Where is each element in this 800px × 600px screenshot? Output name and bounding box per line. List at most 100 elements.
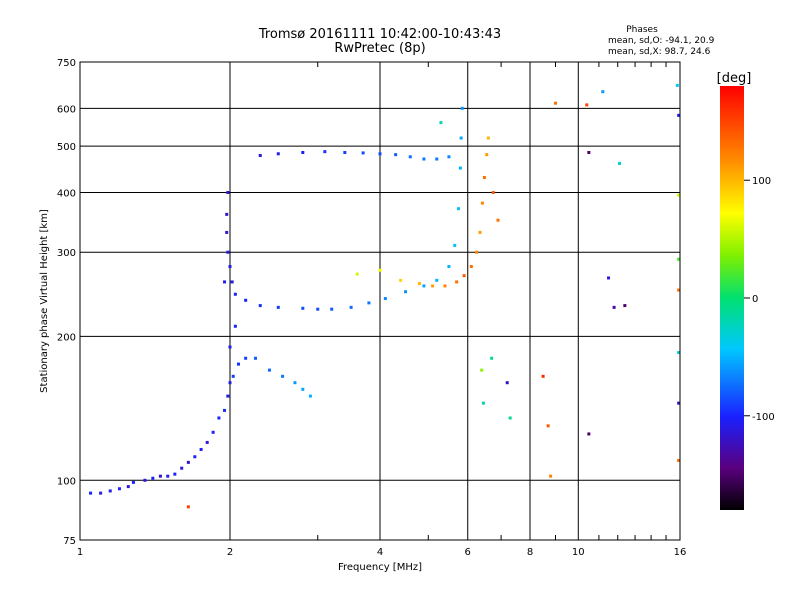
data-point (99, 491, 103, 495)
colorbar-tick-label: 100 (752, 176, 771, 187)
x-minor-ticks (317, 62, 667, 540)
data-point (459, 136, 463, 140)
data-point (89, 491, 93, 495)
y-tick-label: 100 (57, 476, 76, 487)
x-tick-label: 16 (674, 547, 687, 558)
data-point (233, 324, 237, 328)
data-point (230, 280, 234, 284)
data-point (460, 106, 464, 110)
data-point (677, 351, 681, 355)
data-point (301, 306, 305, 310)
data-point (378, 152, 382, 156)
data-point (585, 103, 589, 107)
data-point (439, 121, 443, 125)
data-point (226, 250, 230, 254)
data-point (223, 280, 227, 284)
data-point (301, 387, 305, 391)
data-point (349, 305, 353, 309)
data-point (399, 278, 403, 282)
x-tick-label: 2 (227, 547, 233, 558)
data-point (193, 455, 197, 459)
colorbar-tick-label: 0 (752, 294, 758, 305)
data-point (231, 374, 235, 378)
colorbar (720, 86, 744, 510)
data-point (417, 282, 421, 286)
y-tick-label: 600 (57, 104, 76, 115)
data-point (601, 90, 605, 94)
data-point (225, 212, 229, 216)
data-point (453, 243, 457, 247)
x-tick-label: 6 (465, 547, 471, 558)
y-axis-label: Stationary phase Virtual Height [km] (39, 209, 50, 393)
data-point (435, 157, 439, 161)
chart-title: Tromsø 20161111 10:42:00-10:43:43 (258, 27, 501, 42)
y-tick-label: 750 (57, 58, 76, 69)
data-point (457, 207, 461, 211)
y-tick-labels: 75 100 200 300 400 500 600 750 (57, 58, 76, 547)
data-point (486, 136, 490, 140)
y-tick-label: 300 (57, 248, 76, 259)
chart-subtitle: RwPretec (8p) (334, 41, 425, 56)
data-point (541, 374, 545, 378)
colorbar-ticks: 100 0 -100 (744, 176, 775, 423)
x-tick-labels: 1 2 4 6 8 10 16 (77, 547, 687, 558)
data-point (490, 356, 494, 360)
data-point (422, 284, 426, 288)
data-point (458, 166, 462, 170)
data-point (236, 362, 240, 366)
data-point (276, 305, 280, 309)
data-point (480, 368, 484, 372)
x-tick-label: 4 (377, 547, 383, 558)
data-point (443, 284, 447, 288)
y-gridlines (80, 107, 680, 481)
data-point (508, 416, 512, 420)
data-point (211, 430, 215, 434)
data-point (258, 154, 262, 158)
data-point (228, 381, 232, 385)
data-point (408, 155, 412, 159)
data-point (323, 150, 327, 154)
data-point (587, 150, 591, 154)
data-point (117, 487, 121, 491)
data-point (199, 447, 203, 451)
data-point (158, 474, 162, 478)
data-point (173, 472, 177, 476)
data-point (480, 201, 484, 205)
data-point (244, 356, 248, 360)
data-point (549, 474, 553, 478)
data-point (491, 190, 495, 194)
data-point (108, 489, 112, 493)
data-point (496, 218, 500, 222)
data-point (403, 290, 407, 294)
colorbar-label: [deg] (717, 71, 752, 86)
data-point (612, 305, 616, 309)
plot-frame (79, 61, 681, 541)
x-tick-label: 10 (572, 547, 585, 558)
data-point (226, 190, 230, 194)
data-point (677, 113, 681, 117)
data-point (553, 101, 557, 105)
data-point (462, 274, 466, 278)
data-point (343, 150, 347, 154)
data-point (233, 292, 237, 296)
data-point (228, 345, 232, 349)
data-point (546, 424, 550, 428)
y-tick-label: 400 (57, 188, 76, 199)
data-point (447, 265, 451, 269)
data-point (677, 458, 681, 462)
data-point (475, 250, 479, 254)
data-point (281, 374, 285, 378)
data-point (394, 153, 398, 157)
data-point (301, 150, 305, 154)
data-point (505, 381, 509, 385)
data-points (89, 83, 681, 509)
data-point (607, 276, 611, 280)
data-point (293, 381, 297, 385)
stats-o: mean, sd,O: -94.1, 20.9 (608, 36, 715, 46)
data-point (618, 161, 622, 165)
x-tick-label: 1 (77, 547, 83, 558)
data-point (225, 230, 229, 234)
data-point (422, 157, 426, 161)
data-point (478, 230, 482, 234)
